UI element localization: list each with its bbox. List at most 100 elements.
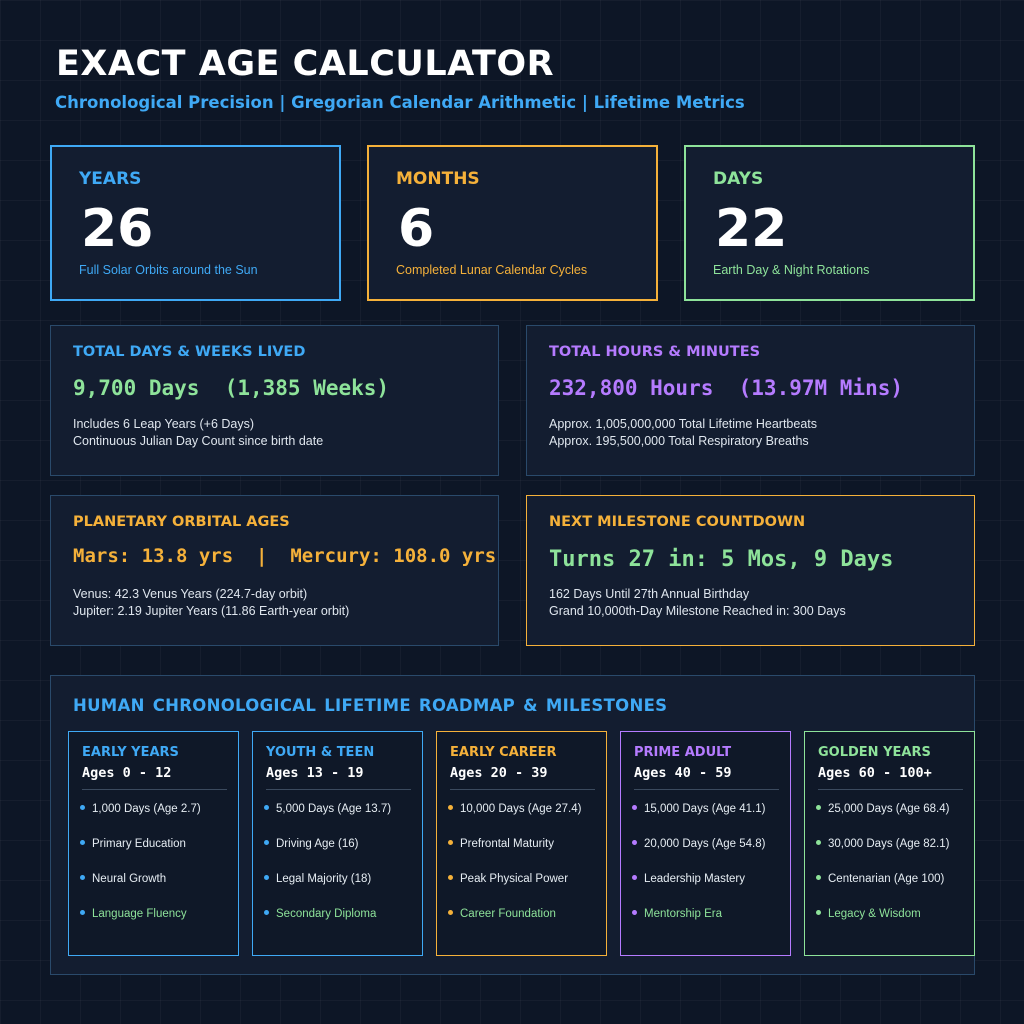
milestone-text: Centenarian (Age 100) — [828, 873, 945, 885]
roadmap-title: HUMAN CHRONOLOGICAL LIFETIME ROADMAP & M… — [73, 696, 668, 715]
milestone-item: Peak Physical Power — [448, 873, 568, 885]
milestone-item: Language Fluency — [80, 908, 187, 920]
milestone-text: 25,000 Days (Age 68.4) — [828, 803, 950, 815]
planetary-line1: Venus: 42.3 Venus Years (224.7-day orbit… — [73, 587, 308, 601]
milestone-text: Legal Majority (18) — [276, 873, 372, 885]
milestone-text: Primary Education — [92, 838, 186, 850]
milestone-item: Secondary Diploma — [264, 908, 376, 920]
milestone-text: Career Foundation — [460, 908, 556, 920]
milestone-text: Prefrontal Maturity — [460, 838, 554, 850]
milestone-item: 5,000 Days (Age 13.7) — [264, 803, 391, 815]
milestone-item: Legal Majority (18) — [264, 873, 371, 885]
stage-name: YOUTH & TEEN — [266, 745, 375, 760]
page-subtitle: Chronological Precision | Gregorian Cale… — [55, 93, 745, 112]
milestone-text: Driving Age (16) — [276, 838, 359, 850]
stage-name: GOLDEN YEARS — [818, 745, 931, 760]
bullet-icon — [632, 910, 637, 916]
months-card: MONTHS 6 Completed Lunar Calendar Cycles — [367, 145, 658, 301]
roadmap-section: HUMAN CHRONOLOGICAL LIFETIME ROADMAP & M… — [50, 675, 975, 975]
page-title: EXACT AGE CALCULATOR — [56, 44, 555, 84]
milestone-value: Turns 27 in: 5 Mos, 9 Days — [549, 547, 894, 572]
bullet-icon — [80, 910, 85, 916]
bullet-icon — [264, 910, 269, 916]
days-desc: Earth Day & Night Rotations — [713, 263, 870, 277]
days-card: DAYS 22 Earth Day & Night Rotations — [684, 145, 975, 301]
stage-golden-years: GOLDEN YEARS Ages 60 - 100+ 25,000 Days … — [804, 731, 975, 956]
milestone-item: Mentorship Era — [632, 908, 722, 920]
milestone-title: NEXT MILESTONE COUNTDOWN — [549, 514, 806, 530]
stage-youth-teen: YOUTH & TEEN Ages 13 - 19 5,000 Days (Ag… — [252, 731, 423, 956]
planetary-value: Mars: 13.8 yrs | Mercury: 108.0 yrs — [73, 545, 497, 567]
milestone-line2: Grand 10,000th-Day Milestone Reached in:… — [549, 604, 846, 618]
months-desc: Completed Lunar Calendar Cycles — [396, 263, 588, 277]
milestone-text: Secondary Diploma — [276, 908, 377, 920]
stage-divider — [818, 789, 963, 790]
milestone-text: 15,000 Days (Age 41.1) — [644, 803, 766, 815]
bullet-icon — [80, 805, 85, 811]
bullet-icon — [264, 875, 269, 881]
stage-range: Ages 13 - 19 — [266, 765, 364, 781]
total-hours-line2: Approx. 195,500,000 Total Respiratory Br… — [549, 434, 809, 448]
total-hours-title: TOTAL HOURS & MINUTES — [549, 344, 761, 360]
bullet-icon — [448, 805, 453, 811]
milestone-item: Career Foundation — [448, 908, 556, 920]
total-days-line1: Includes 6 Leap Years (+6 Days) — [73, 417, 255, 431]
bullet-icon — [632, 875, 637, 881]
bullet-icon — [264, 840, 269, 846]
milestone-item: Leadership Mastery — [632, 873, 745, 885]
total-days-title: TOTAL DAYS & WEEKS LIVED — [73, 344, 306, 360]
milestone-item: 20,000 Days (Age 54.8) — [632, 838, 765, 850]
milestone-text: 1,000 Days (Age 2.7) — [92, 803, 201, 815]
years-label: YEARS — [79, 169, 142, 189]
months-value: 6 — [398, 199, 435, 259]
milestone-item: 15,000 Days (Age 41.1) — [632, 803, 765, 815]
bullet-icon — [816, 875, 821, 881]
planetary-line2: Jupiter: 2.19 Jupiter Years (11.86 Earth… — [73, 604, 350, 618]
stage-early-years: EARLY YEARS Ages 0 - 12 1,000 Days (Age … — [68, 731, 239, 956]
stage-name: EARLY CAREER — [450, 745, 557, 760]
milestone-item: 30,000 Days (Age 82.1) — [816, 838, 949, 850]
years-value: 26 — [81, 199, 154, 259]
stage-divider — [634, 789, 779, 790]
milestone-item: Driving Age (16) — [264, 838, 358, 850]
stage-divider — [82, 789, 227, 790]
bullet-icon — [816, 805, 821, 811]
bullet-icon — [448, 875, 453, 881]
bullet-icon — [80, 840, 85, 846]
planetary-panel: PLANETARY ORBITAL AGES Mars: 13.8 yrs | … — [50, 495, 499, 646]
stage-prime-adult: PRIME ADULT Ages 40 - 59 15,000 Days (Ag… — [620, 731, 791, 956]
bullet-icon — [448, 910, 453, 916]
milestone-item: 25,000 Days (Age 68.4) — [816, 803, 949, 815]
total-days-line2: Continuous Julian Day Count since birth … — [73, 434, 324, 448]
stage-range: Ages 60 - 100+ — [818, 765, 932, 781]
milestone-text: Legacy & Wisdom — [828, 908, 921, 920]
milestone-text: Language Fluency — [92, 908, 187, 920]
stage-divider — [266, 789, 411, 790]
years-desc: Full Solar Orbits around the Sun — [79, 263, 258, 277]
bullet-icon — [264, 805, 269, 811]
milestone-item: 1,000 Days (Age 2.7) — [80, 803, 201, 815]
total-hours-line1: Approx. 1,005,000,000 Total Lifetime Hea… — [549, 417, 817, 431]
milestone-text: Neural Growth — [92, 873, 167, 885]
months-label: MONTHS — [396, 169, 480, 189]
total-days-value: 9,700 Days (1,385 Weeks) — [73, 376, 390, 400]
milestone-text: 30,000 Days (Age 82.1) — [828, 838, 950, 850]
milestone-item: Legacy & Wisdom — [816, 908, 921, 920]
total-days-panel: TOTAL DAYS & WEEKS LIVED 9,700 Days (1,3… — [50, 325, 499, 476]
total-hours-panel: TOTAL HOURS & MINUTES 232,800 Hours (13.… — [526, 325, 975, 476]
milestone-item: Prefrontal Maturity — [448, 838, 554, 850]
milestone-item: Primary Education — [80, 838, 186, 850]
milestone-line1: 162 Days Until 27th Annual Birthday — [549, 587, 750, 601]
days-value: 22 — [715, 199, 788, 259]
stage-name: PRIME ADULT — [634, 745, 732, 760]
bullet-icon — [632, 805, 637, 811]
bullet-icon — [816, 910, 821, 916]
milestone-text: 10,000 Days (Age 27.4) — [460, 803, 582, 815]
stage-divider — [450, 789, 595, 790]
bullet-icon — [80, 875, 85, 881]
stage-range: Ages 20 - 39 — [450, 765, 548, 781]
years-card: YEARS 26 Full Solar Orbits around the Su… — [50, 145, 341, 301]
stage-range: Ages 40 - 59 — [634, 765, 732, 781]
total-hours-value: 232,800 Hours (13.97M Mins) — [549, 376, 904, 400]
milestone-panel: NEXT MILESTONE COUNTDOWN Turns 27 in: 5 … — [526, 495, 975, 646]
